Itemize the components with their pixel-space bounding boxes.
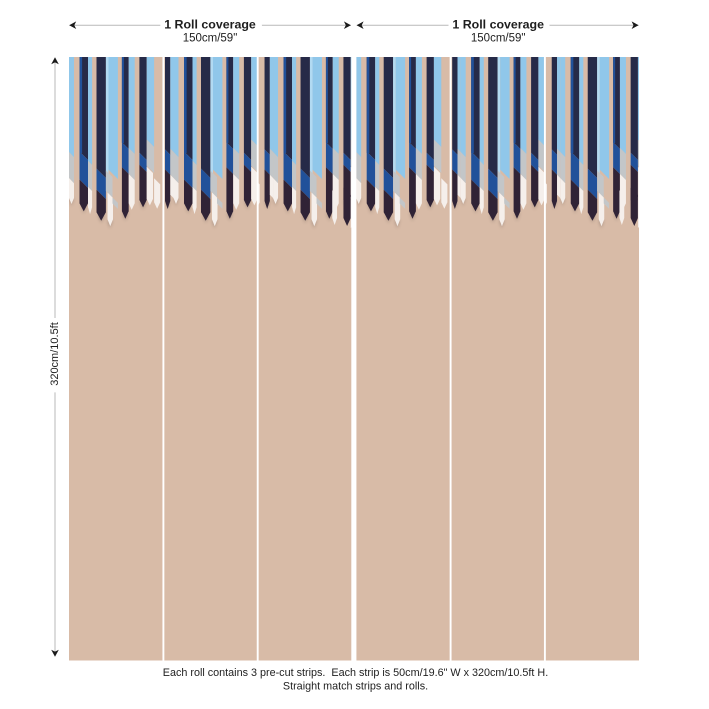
svg-text:320cm/10.5ft: 320cm/10.5ft <box>49 322 61 386</box>
svg-text:1 Roll coverage: 1 Roll coverage <box>452 17 544 31</box>
svg-text:Each roll contains 3 pre-cut s: Each roll contains 3 pre-cut strips. Eac… <box>163 667 548 679</box>
svg-text:Straight match strips and roll: Straight match strips and rolls. <box>283 681 428 693</box>
svg-text:1 Roll coverage: 1 Roll coverage <box>164 17 256 31</box>
svg-text:150cm/59": 150cm/59" <box>183 32 238 44</box>
svg-text:150cm/59": 150cm/59" <box>471 32 526 44</box>
